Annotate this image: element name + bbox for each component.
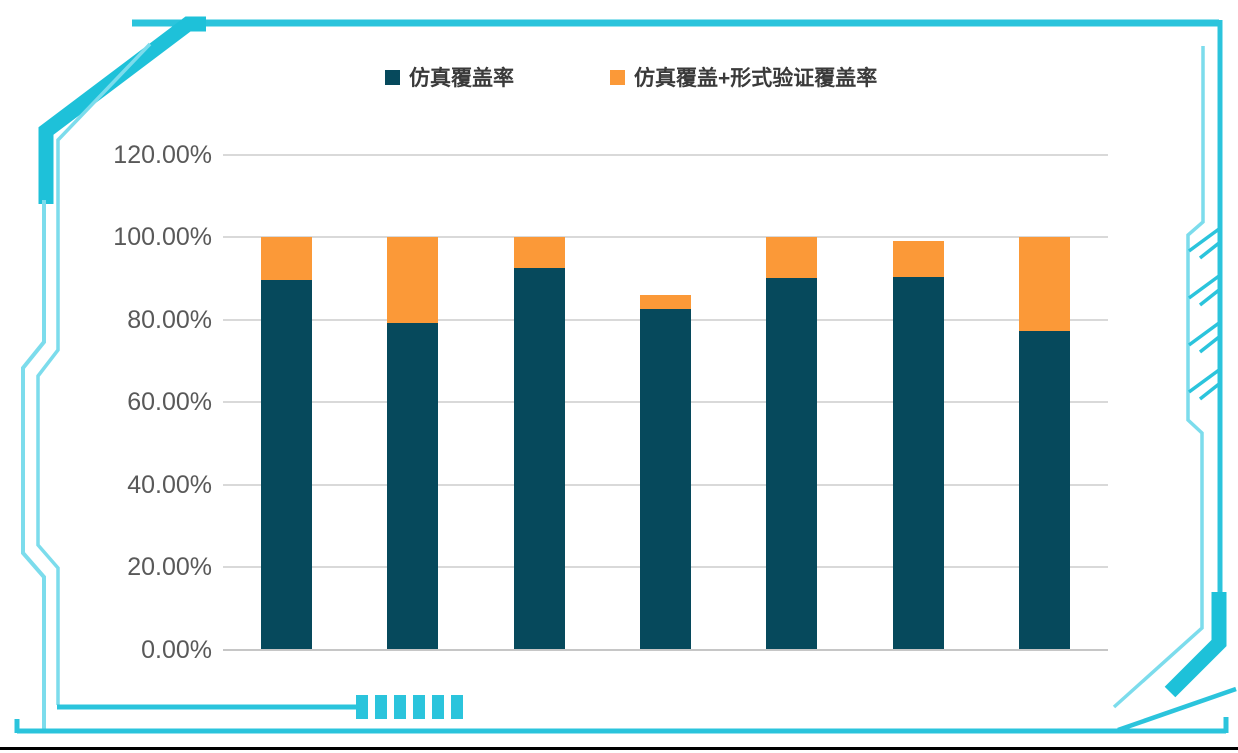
bar-segment-formal-verification-coverage [766, 237, 818, 278]
y-axis-tick-label: 120.00% [113, 141, 212, 169]
gridline [223, 648, 1108, 651]
bar-segment-simulation-coverage [1019, 330, 1071, 650]
frame-dash-marks [356, 695, 463, 719]
frame-left-inner-line [36, 42, 152, 705]
bar-segment-simulation-coverage [260, 279, 312, 650]
frame-left-outer-line [21, 200, 46, 729]
bar-segment-formal-verification-coverage [513, 237, 565, 268]
bar-segment-simulation-coverage [640, 308, 691, 650]
bottom-border-line [0, 747, 1238, 750]
frame-bottom-right-diagonal [1117, 686, 1237, 733]
bar-segment-formal-verification-coverage [892, 240, 944, 277]
frame-bottom-right-band [1164, 592, 1227, 698]
y-axis-tick-label: 100.00% [113, 223, 212, 252]
gridline [223, 154, 1108, 156]
frame-right-inner-line [1112, 46, 1205, 709]
frame-right-zigzag [1187, 227, 1221, 401]
bar-segment-formal-verification-coverage [387, 237, 439, 324]
bar-segment-simulation-coverage [892, 276, 944, 650]
bar-segment-formal-verification-coverage [260, 237, 312, 280]
frame-bottom-outer-line [14, 717, 1229, 734]
y-axis-tick-label: 40.00% [127, 470, 212, 499]
legend-label-simulation-coverage: 仿真覆盖率 [409, 67, 514, 90]
legend-item-simulation-coverage: 仿真覆盖率 [385, 62, 514, 92]
y-axis-tick-label: 60.00% [127, 388, 212, 417]
legend-swatch-simulation-coverage [385, 69, 400, 85]
legend-swatch-simulation-plus-formal-coverage [610, 69, 625, 85]
bar-segment-simulation-coverage [766, 277, 818, 650]
bar-segment-simulation-coverage [513, 267, 565, 650]
bar-segment-simulation-coverage [387, 323, 439, 650]
y-axis-tick-label: 80.00% [127, 305, 212, 334]
bar-segment-formal-verification-coverage [1019, 237, 1071, 331]
y-axis-tick-label: 20.00% [127, 553, 212, 582]
y-axis-tick-label: 0.00% [141, 635, 212, 664]
gridline [223, 236, 1108, 239]
chart-legend: 仿真覆盖率 仿真覆盖+形式验证覆盖率 [0, 62, 1238, 92]
bar-segment-formal-verification-coverage [640, 295, 691, 309]
legend-label-simulation-plus-formal-coverage: 仿真覆盖+形式验证覆盖率 [634, 67, 878, 90]
legend-item-simulation-plus-formal-coverage: 仿真覆盖+形式验证覆盖率 [610, 62, 877, 92]
